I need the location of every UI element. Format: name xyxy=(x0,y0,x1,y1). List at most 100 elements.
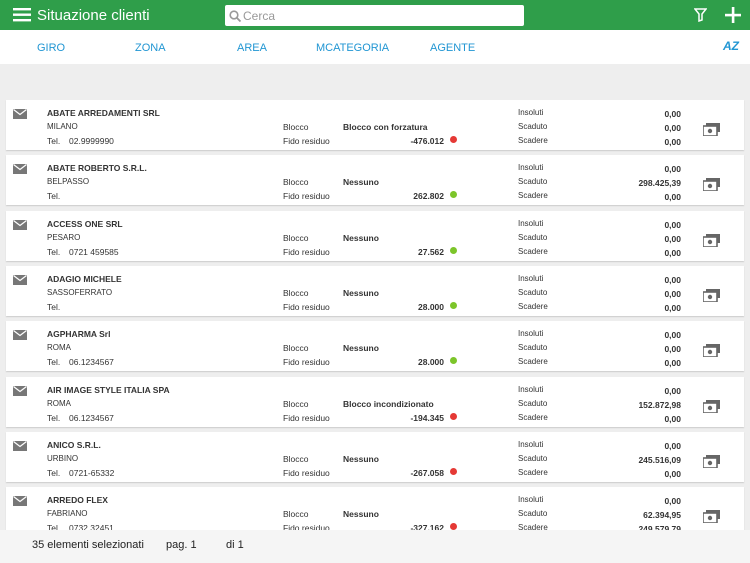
blocco-label: Blocco xyxy=(283,398,309,409)
mail-icon[interactable] xyxy=(13,440,27,451)
insoluti-label: Insoluti xyxy=(518,108,544,117)
scaduto-label: Scaduto xyxy=(518,343,548,353)
customer-card[interactable]: ANICO S.R.L. URBINO Tel. 0721-65332 Blocco Ne… xyxy=(6,431,744,482)
scaduto-value: 0,00 xyxy=(664,288,681,299)
customer-list: ABATE ARREDAMENTI SRL MILANO Tel. 02.999999… xyxy=(0,100,750,530)
insoluti-value: 0,00 xyxy=(664,274,681,285)
blocco-value: Nessuno xyxy=(343,177,379,188)
search-box[interactable]: Cerca xyxy=(225,5,524,26)
blocco-label: Blocco xyxy=(283,122,309,132)
tel-label: Tel. xyxy=(47,523,61,530)
mail-icon[interactable] xyxy=(13,330,27,341)
blocco-label: Blocco xyxy=(283,509,309,520)
payment-icon[interactable] xyxy=(703,399,720,413)
customer-phone: 06.1234567 xyxy=(69,412,114,423)
tel-label: Tel. xyxy=(47,412,61,423)
payment-icon[interactable] xyxy=(703,510,720,524)
customer-card[interactable]: ABATE ROBERTO S.R.L. BELPASSO Tel. Blocco Ne… xyxy=(6,155,744,206)
insoluti-value: 0,00 xyxy=(664,164,681,175)
insoluti-value: 0,00 xyxy=(664,385,681,396)
blocco-label: Blocco xyxy=(283,232,309,243)
scaduto-value: 298.425,39 xyxy=(638,178,681,189)
customer-city: PESARO xyxy=(47,232,81,242)
status-dot xyxy=(450,136,457,143)
fido-label: Fido residuo xyxy=(283,467,330,478)
blocco-value: Nessuno xyxy=(343,343,379,354)
mail-icon[interactable] xyxy=(13,164,27,175)
payment-icon[interactable] xyxy=(703,288,720,302)
insoluti-value: 0,00 xyxy=(664,109,681,119)
payment-icon[interactable] xyxy=(703,123,720,136)
customer-city: MILANO xyxy=(47,122,78,131)
customer-card[interactable]: AIR IMAGE STYLE ITALIA SPA ROMA Tel. 06.123… xyxy=(6,376,744,427)
scaduto-label: Scaduto xyxy=(518,177,548,187)
page-number: pag. 1 xyxy=(166,539,197,551)
fido-value: 28.000 xyxy=(418,301,444,312)
mail-icon[interactable] xyxy=(13,385,27,396)
customer-card[interactable]: ACCESS ONE SRL PESARO Tel. 0721 459585 Blocc… xyxy=(6,210,744,261)
sort-button[interactable]: AZ xyxy=(723,39,739,53)
customer-name: ACCESS ONE SRL xyxy=(47,218,123,229)
insoluti-value: 0,00 xyxy=(664,440,681,451)
tab[interactable]: GIRO xyxy=(37,42,66,54)
mail-icon[interactable] xyxy=(13,109,27,119)
insoluti-value: 0,00 xyxy=(664,330,681,341)
tab[interactable]: AREA xyxy=(237,42,267,54)
scaduto-value: 152.872,98 xyxy=(638,399,681,410)
fido-label: Fido residuo xyxy=(283,301,330,312)
customer-phone: 0732.32451 xyxy=(69,523,114,530)
blocco-value: Nessuno xyxy=(343,232,379,243)
customer-card[interactable]: ARREDO FLEX FABRIANO Tel. 0732.32451 Blocco N… xyxy=(6,487,744,530)
mail-icon[interactable] xyxy=(13,219,27,230)
customer-card[interactable]: AGPHARMA Srl ROMA Tel. 06.1234567 Blocco Ness… xyxy=(6,321,744,372)
customer-city: FABRIANO xyxy=(47,509,88,519)
customer-card[interactable]: ABATE ARREDAMENTI SRL MILANO Tel. 02.999999… xyxy=(6,100,744,150)
customer-city: BELPASSO xyxy=(47,177,90,187)
payment-icon[interactable] xyxy=(703,454,720,468)
menu-button[interactable] xyxy=(13,8,31,22)
tab-bar: AZ GIRO ZONA AREA MCATEGORIA AGENTE xyxy=(0,30,750,64)
payment-icon[interactable] xyxy=(703,233,720,247)
status-dot xyxy=(450,301,457,309)
status-dot xyxy=(450,523,457,530)
insoluti-label: Insoluti xyxy=(518,163,544,173)
status-dot xyxy=(450,357,457,365)
insoluti-label: Insoluti xyxy=(518,273,544,283)
scadere-value: 0,00 xyxy=(664,137,681,147)
mail-icon[interactable] xyxy=(13,496,27,507)
page-title: Situazione clienti xyxy=(37,7,150,24)
scadere-value: 0,00 xyxy=(664,413,681,424)
customer-card[interactable]: ADAGIO MICHELE SASSOFERRATO Tel. Blocco Ness… xyxy=(6,265,744,316)
customer-name: AIR IMAGE STYLE ITALIA SPA xyxy=(47,384,170,395)
tab[interactable]: MCATEGORIA xyxy=(316,42,390,54)
scaduto-label: Scaduto xyxy=(518,398,548,408)
insoluti-label: Insoluti xyxy=(518,384,544,394)
scaduto-value: 62.394,95 xyxy=(643,510,681,521)
add-button[interactable] xyxy=(725,7,741,23)
filter-button[interactable] xyxy=(694,8,707,22)
fido-label: Fido residuo xyxy=(283,357,330,368)
scaduto-label: Scaduto xyxy=(518,122,548,131)
insoluti-label: Insoluti xyxy=(518,439,544,449)
scadere-value: 249.579,79 xyxy=(638,524,681,530)
payment-icon[interactable] xyxy=(703,344,720,358)
blocco-label: Blocco xyxy=(283,453,309,464)
status-dot xyxy=(450,412,457,420)
scadere-value: 0,00 xyxy=(664,468,681,479)
selected-count: 35 elementi selezionati xyxy=(32,539,144,551)
tab[interactable]: ZONA xyxy=(135,42,166,54)
scadere-label: Scadere xyxy=(518,136,548,145)
mail-icon[interactable] xyxy=(13,274,27,285)
fido-value: 27.562 xyxy=(418,246,444,257)
fido-value: -267.058 xyxy=(410,467,444,478)
scadere-label: Scadere xyxy=(518,523,548,530)
scadere-value: 0,00 xyxy=(664,302,681,313)
customer-city: URBINO xyxy=(47,453,79,463)
insoluti-label: Insoluti xyxy=(518,218,544,228)
tab[interactable]: AGENTE xyxy=(430,42,476,54)
customer-city: ROMA xyxy=(47,343,71,353)
payment-icon[interactable] xyxy=(703,178,720,192)
scaduto-value: 0,00 xyxy=(664,344,681,355)
scadere-label: Scadere xyxy=(518,301,548,311)
